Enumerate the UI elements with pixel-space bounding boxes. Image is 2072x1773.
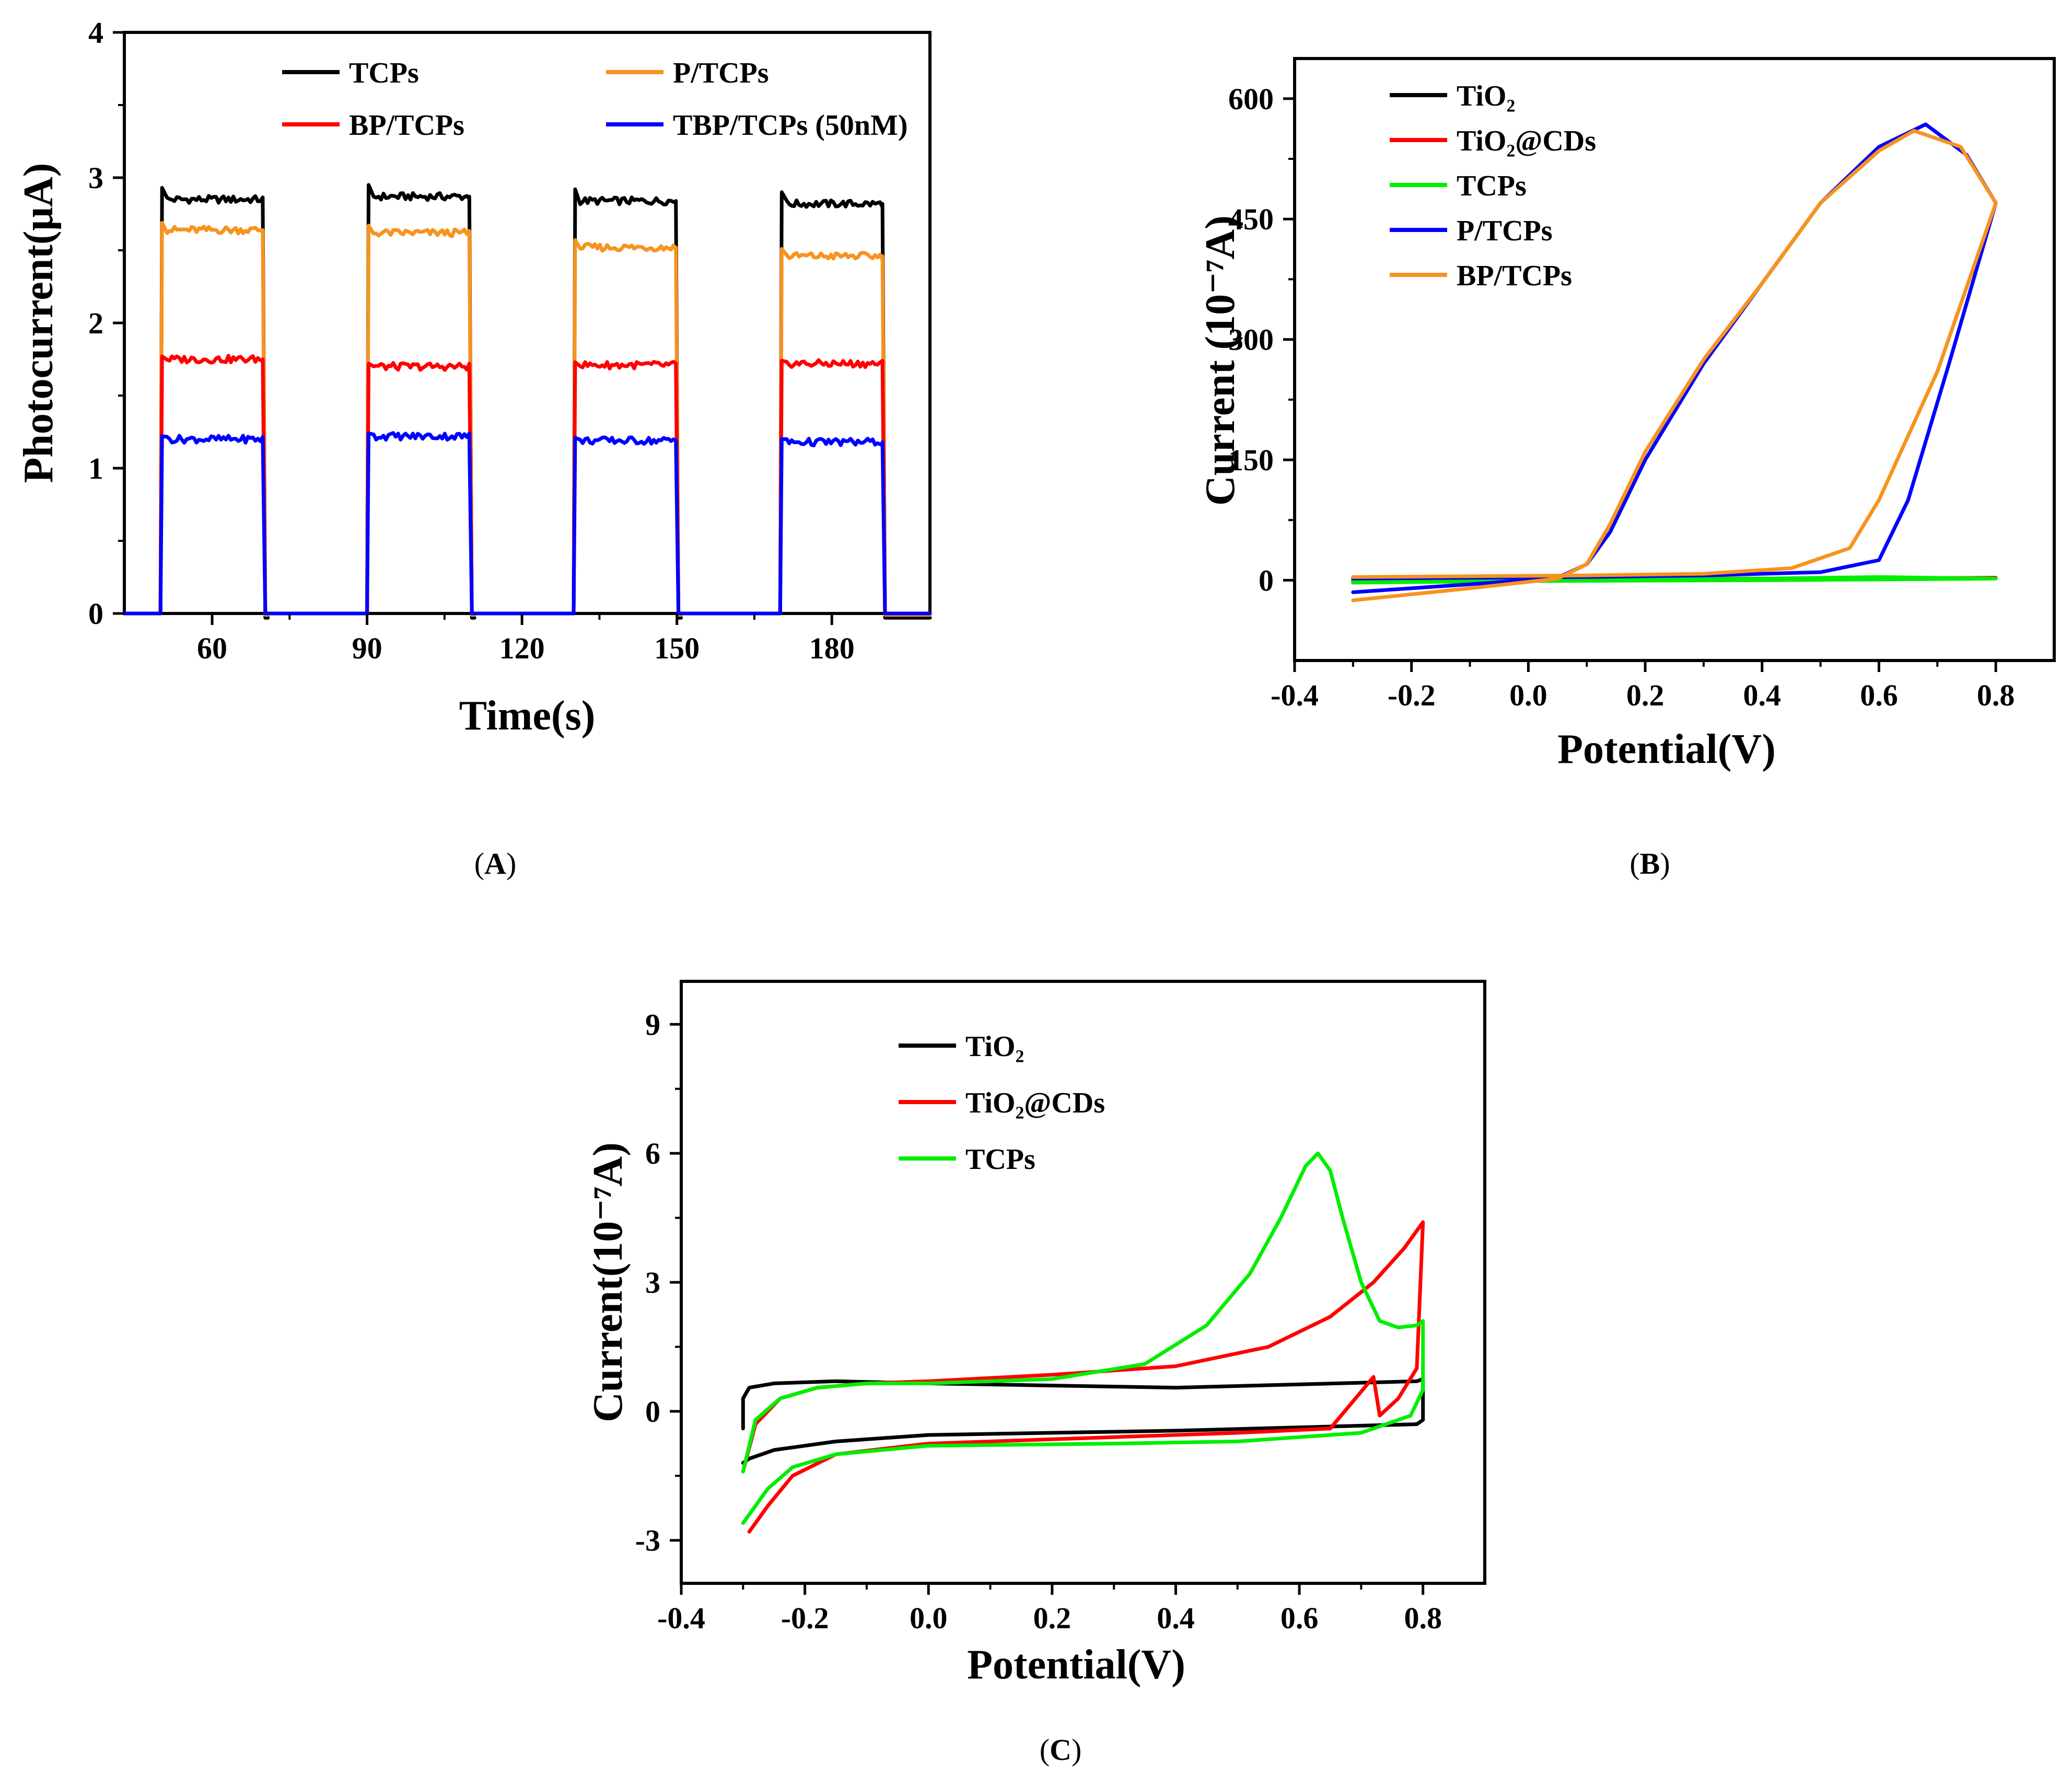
svg-text:(B): (B) bbox=[1629, 847, 1670, 880]
chart-a-ytick-label: 2 bbox=[88, 306, 103, 340]
chart-a-ytick-label: 0 bbox=[88, 597, 103, 631]
chart-c-xtick-label: 0.8 bbox=[1404, 1601, 1442, 1635]
chart-c-ytick-label: 9 bbox=[645, 1007, 660, 1041]
chart-c-xtick-label: 0.2 bbox=[1033, 1601, 1072, 1635]
chart-b-xtick-label: 0.0 bbox=[1509, 678, 1547, 712]
chart-a-ytick-label: 4 bbox=[88, 16, 103, 50]
chart-b-frame bbox=[1293, 57, 2056, 662]
chart-b-ytick-label: 0 bbox=[1259, 563, 1274, 597]
chart-c-xtick-label: 0.0 bbox=[910, 1601, 948, 1635]
chart-c-legend-label: TiO₂ bbox=[965, 1030, 1024, 1063]
chart-a-xtick-label: 60 bbox=[197, 631, 227, 665]
chart-b-series-p-tcps bbox=[1351, 122, 1998, 594]
chart-a-legend-item-p-tcps: P/TCPs bbox=[606, 57, 769, 89]
chart-b-legend-item-bp-tcps: BP/TCPs bbox=[1390, 260, 1572, 292]
caption-b: (B) bbox=[1629, 847, 1670, 880]
chart-b-ytick-label: 600 bbox=[1228, 82, 1274, 116]
chart-a-ytick-label: 3 bbox=[88, 161, 103, 195]
chart-b-ytick-label: 450 bbox=[1228, 202, 1274, 236]
caption-b-letter: B bbox=[1640, 847, 1660, 880]
caption-a-letter: A bbox=[484, 847, 506, 880]
chart-b-xtick-label: -0.4 bbox=[1271, 678, 1319, 712]
chart-b-legend-label: P/TCPs bbox=[1457, 215, 1553, 247]
chart-a-legend-item-bp-tcps: BP/TCPs bbox=[282, 109, 464, 142]
svg-text:(A): (A) bbox=[474, 847, 517, 880]
chart-a-ylabel: Photocurrent(μA) bbox=[16, 163, 62, 483]
chart-a-xtick-label: 120 bbox=[499, 631, 545, 665]
chart-a-xtick-label: 90 bbox=[352, 631, 382, 665]
chart-c-ytick-label: 6 bbox=[645, 1137, 660, 1171]
chart-c-ytick-label: 3 bbox=[645, 1266, 660, 1300]
chart-c-legend-item-tcps: TCPs bbox=[899, 1143, 1035, 1176]
chart-c-xtick-label: -0.4 bbox=[657, 1601, 705, 1635]
chart-b-xtick-label: 0.8 bbox=[1977, 678, 2015, 712]
chart-c: -0.4 -0.2 0.0 0.2 0.4 0.6 0.8 -3 0 3 6 9 TiO₂ TiO₂@C… bbox=[585, 980, 1486, 1688]
chart-a-series-bp-tcps bbox=[122, 354, 932, 616]
chart-b-legend-item-tcps: TCPs bbox=[1390, 170, 1527, 202]
chart-b-ytick-label: 150 bbox=[1228, 443, 1274, 477]
chart-a-series-tcps bbox=[122, 183, 932, 620]
chart-c-series-tcps bbox=[741, 1151, 1425, 1525]
chart-b-legend-label: TiO₂@CDs bbox=[1457, 125, 1596, 157]
chart-a: 60 90 120 150 180 0 1 2 3 4 TCPs P/TCPs BP/TCPs TBP/… bbox=[16, 16, 932, 739]
chart-c-legend-label: TiO₂@CDs bbox=[965, 1087, 1105, 1119]
caption-c: (C) bbox=[1040, 1733, 1082, 1767]
chart-c-ylabel: Current(10⁻⁷A) bbox=[585, 1142, 631, 1422]
chart-b-legend-label: TCPs bbox=[1457, 170, 1527, 202]
chart-a-xtick-label: 150 bbox=[654, 631, 700, 665]
chart-a-legend-label: TBP/TCPs (50nM) bbox=[673, 109, 908, 142]
chart-c-xtick-label: 0.6 bbox=[1281, 1601, 1319, 1635]
chart-a-legend-label: P/TCPs bbox=[673, 57, 769, 89]
chart-a-legend-item-tcps: TCPs bbox=[282, 57, 419, 89]
chart-c-xtick-label: 0.4 bbox=[1157, 1601, 1195, 1635]
chart-b-legend-label: BP/TCPs bbox=[1457, 260, 1572, 292]
chart-c-xtick-label: -0.2 bbox=[781, 1601, 829, 1635]
caption-a: (A) bbox=[474, 847, 517, 880]
chart-c-legend-label: TCPs bbox=[965, 1143, 1035, 1176]
chart-b-xtick-label: 0.2 bbox=[1626, 678, 1664, 712]
chart-c-series-tio-cds bbox=[741, 1220, 1425, 1534]
chart-b-xtick-label: 0.4 bbox=[1743, 678, 1782, 712]
chart-b-legend-item-p-tcps: P/TCPs bbox=[1390, 215, 1553, 247]
chart-a-legend-label: TCPs bbox=[349, 57, 419, 89]
chart-b-ytick-label: 300 bbox=[1228, 323, 1274, 357]
chart-a-xlabel: Time(s) bbox=[459, 693, 596, 739]
chart-b: -0.4 -0.2 0.0 0.2 0.4 0.6 0.8 0 150 300 450 600 TiO… bbox=[1197, 57, 2056, 772]
chart-c-ytick-label: -3 bbox=[635, 1524, 660, 1558]
chart-b-xtick-label: -0.2 bbox=[1388, 678, 1436, 712]
chart-c-frame bbox=[680, 980, 1486, 1585]
chart-a-legend-item-tbp-tcps-50nm: TBP/TCPs (50nM) bbox=[606, 109, 908, 142]
chart-c-legend-item-tio: TiO₂ bbox=[899, 1030, 1024, 1063]
chart-a-legend-label: BP/TCPs bbox=[349, 109, 464, 142]
chart-c-legend-item-tio-cds: TiO₂@CDs bbox=[899, 1087, 1105, 1119]
chart-c-series-tio bbox=[741, 1377, 1425, 1465]
chart-b-series-tcps bbox=[1351, 575, 1998, 585]
chart-b-legend-item-tio-cds: TiO₂@CDs bbox=[1390, 125, 1596, 157]
chart-a-ytick-label: 1 bbox=[88, 451, 103, 485]
chart-b-legend-label: TiO₂ bbox=[1457, 80, 1515, 112]
chart-b-xlabel: Potential(V) bbox=[1557, 726, 1776, 772]
chart-a-series-p-tcps bbox=[122, 221, 932, 617]
chart-a-series-tbp-tcps-50nm bbox=[122, 431, 932, 616]
chart-b-series-bp-tcps bbox=[1351, 129, 1998, 602]
chart-b-legend-item-tio: TiO₂ bbox=[1390, 80, 1515, 112]
chart-b-ylabel: Current (10⁻⁷A) bbox=[1197, 215, 1243, 506]
chart-a-xtick-label: 180 bbox=[809, 631, 855, 665]
chart-c-ytick-label: 0 bbox=[645, 1395, 660, 1429]
svg-text:(C): (C) bbox=[1040, 1733, 1082, 1767]
chart-b-xtick-label: 0.6 bbox=[1860, 678, 1898, 712]
caption-c-letter: C bbox=[1050, 1733, 1072, 1767]
chart-c-xlabel: Potential(V) bbox=[967, 1642, 1185, 1688]
